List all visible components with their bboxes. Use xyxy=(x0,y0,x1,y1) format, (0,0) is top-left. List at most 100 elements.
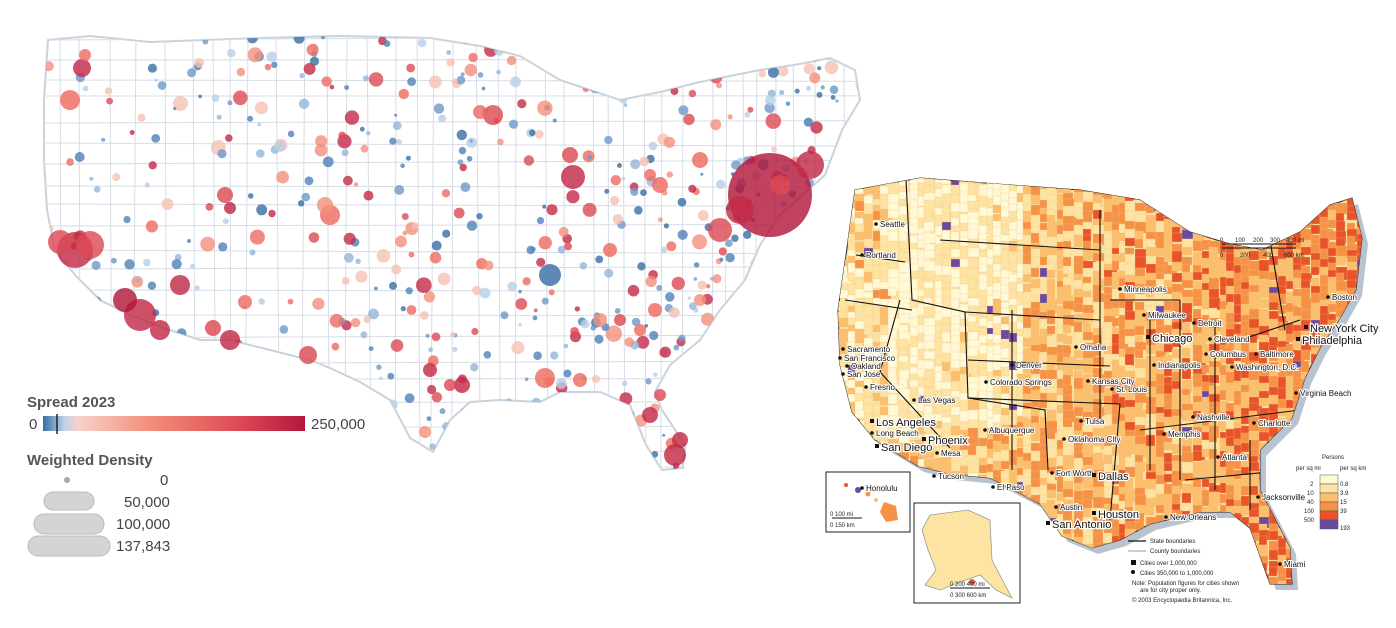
metro-bubble xyxy=(796,151,824,179)
city-marker xyxy=(1062,437,1066,441)
metro-bubble xyxy=(317,197,333,213)
city-marker xyxy=(1092,511,1096,515)
county-bubble xyxy=(533,351,542,361)
county-bubble xyxy=(398,88,409,100)
county-bubble xyxy=(427,384,437,395)
city-marker xyxy=(838,356,842,360)
county-bubble xyxy=(299,73,305,79)
county-bubble xyxy=(428,75,442,89)
city-marker xyxy=(1164,515,1168,519)
county-bubble xyxy=(725,253,735,263)
county-bubble xyxy=(725,239,733,247)
county-bubble xyxy=(609,195,620,206)
county-bubble xyxy=(321,76,332,87)
county-bubble xyxy=(594,334,604,344)
county-bubble xyxy=(609,43,618,52)
county-bubble xyxy=(769,344,775,351)
county-bubble xyxy=(387,399,398,410)
county-bubble xyxy=(45,305,52,312)
county-bubble xyxy=(269,400,276,408)
county-bubble xyxy=(668,42,685,59)
county-bubble xyxy=(304,176,314,186)
city-marker xyxy=(874,222,878,226)
county-bubble xyxy=(154,78,158,82)
county-bubble xyxy=(604,188,610,194)
metro-bubble xyxy=(224,202,236,214)
county-bubble xyxy=(171,259,182,270)
county-bubble xyxy=(123,387,135,399)
county-bubble xyxy=(303,62,316,75)
county-bubble xyxy=(266,454,274,462)
county-bubble xyxy=(672,44,680,52)
county-bubble xyxy=(372,450,380,458)
county-bubble xyxy=(563,369,572,378)
county-bubble xyxy=(506,55,517,66)
county-bubble xyxy=(841,36,853,43)
county-bubble xyxy=(773,313,789,329)
county-bubble xyxy=(656,284,663,291)
county-bubble xyxy=(485,457,495,467)
county-bubble xyxy=(726,455,732,461)
metro-bubble xyxy=(238,295,252,309)
city-marker xyxy=(1326,295,1330,299)
county-bubble xyxy=(803,300,814,311)
county-bubble xyxy=(416,277,432,294)
city-marker xyxy=(1079,419,1083,423)
city-label: Oklahoma City xyxy=(1068,435,1120,444)
county-bubble xyxy=(439,408,446,415)
county-bubble xyxy=(274,448,282,455)
county-bubble xyxy=(677,229,688,240)
county-bubble xyxy=(636,463,645,470)
county-bubble xyxy=(431,392,443,403)
county-bubble xyxy=(709,345,716,352)
county-bubble xyxy=(638,448,649,459)
county-bubble xyxy=(680,49,690,59)
county-bubble xyxy=(460,182,471,193)
metro-bubble xyxy=(603,243,617,257)
county-bubble xyxy=(618,37,630,48)
county-bubble xyxy=(417,38,427,48)
county-bubble xyxy=(143,258,151,267)
county-bubble xyxy=(693,387,708,402)
county-bubble xyxy=(76,378,84,386)
county-bubble xyxy=(508,119,519,129)
county-bubble xyxy=(363,315,371,324)
county-bubble xyxy=(360,331,368,339)
county-bubble xyxy=(369,461,380,470)
city-marker xyxy=(1304,325,1308,329)
city-label: Fresno xyxy=(870,383,895,392)
county-bubble xyxy=(85,377,92,385)
county-bubble xyxy=(468,52,478,63)
county-bubble xyxy=(157,81,167,90)
county-bubble xyxy=(200,236,216,252)
city-label: Denver xyxy=(1016,361,1042,370)
county-bubble xyxy=(797,384,801,388)
county-bubble xyxy=(451,78,458,85)
county-bubble xyxy=(709,386,719,396)
county-bubble xyxy=(693,262,700,268)
county-bubble xyxy=(279,325,289,334)
county-bubble xyxy=(595,255,604,264)
county-bubble xyxy=(773,471,778,476)
county-bubble xyxy=(816,91,823,98)
county-bubble xyxy=(842,202,852,212)
county-bubble xyxy=(812,254,820,262)
county-bubble xyxy=(782,432,799,449)
county-bubble xyxy=(456,129,467,141)
county-bubble xyxy=(151,134,161,143)
county-bubble xyxy=(488,418,499,429)
county-bubble xyxy=(748,47,756,55)
county-bubble xyxy=(775,50,781,56)
scale-mi-200: 200 xyxy=(1253,238,1264,244)
county-bubble xyxy=(329,313,344,328)
county-bubble xyxy=(205,203,214,211)
county-bubble xyxy=(329,84,335,90)
county-bubble xyxy=(812,36,817,38)
city-label: Charlotte xyxy=(1258,419,1291,428)
county-bubble xyxy=(594,67,600,74)
county-bubble xyxy=(607,411,615,418)
density-legend-swatch-137843 xyxy=(27,535,111,557)
county-bubble xyxy=(747,319,759,331)
county-bubble xyxy=(609,88,615,94)
county-bubble xyxy=(548,289,555,296)
